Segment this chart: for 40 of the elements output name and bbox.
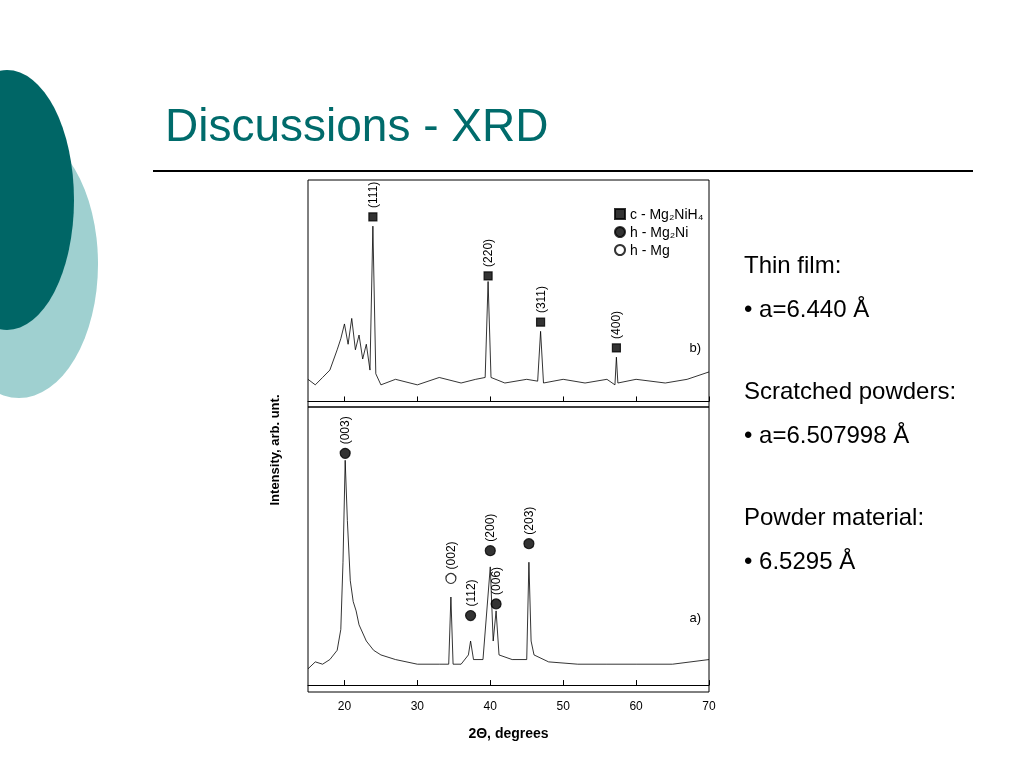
annotation: (311)	[533, 285, 548, 314]
x-tick-label: 70	[702, 699, 716, 713]
annotation: (111)	[365, 181, 380, 208]
point	[445, 572, 457, 585]
point	[368, 212, 378, 222]
annotation: b)	[689, 340, 701, 356]
point	[535, 317, 546, 327]
point	[611, 343, 622, 353]
annotation: (200)	[483, 513, 498, 542]
chart-title: Discussions - XRD	[165, 98, 549, 152]
text: Scratched powders:	[744, 376, 958, 406]
point	[484, 545, 496, 557]
point	[465, 609, 477, 622]
annotation: (220)	[481, 238, 496, 267]
point	[523, 538, 535, 550]
point	[339, 447, 351, 459]
x-tick-label: 40	[483, 699, 498, 713]
text: Thin film:	[744, 250, 843, 280]
annotation: (203)	[521, 506, 536, 535]
point	[490, 598, 502, 610]
annotation: a)	[689, 610, 701, 626]
annotation: (002)	[443, 541, 458, 570]
x-tick-label: 50	[556, 699, 571, 713]
annotation: (112)	[463, 579, 478, 607]
point	[483, 271, 493, 281]
legend-label: c - Mg₂NiH₄	[630, 206, 704, 222]
text: • 6.5295 Å	[744, 546, 857, 576]
annotation: (003)	[338, 416, 353, 445]
x-tick-label: 60	[629, 699, 644, 713]
x-tick-label: 30	[410, 699, 425, 713]
x-axis-title: 2Θ, degrees	[468, 725, 549, 741]
annotation: (400)	[609, 310, 624, 339]
x-tick-label: 20	[337, 699, 352, 713]
text: Powder material:	[744, 502, 926, 532]
text: h - Mg	[630, 242, 670, 258]
text: • a=6.440 Å	[744, 294, 871, 324]
y-axis-title: Intensity, arb. unt.	[266, 394, 282, 506]
text: • a=6.507998 Å	[744, 420, 911, 450]
annotation: (006)	[489, 566, 504, 595]
text: h - Mg₂Ni	[630, 224, 689, 240]
